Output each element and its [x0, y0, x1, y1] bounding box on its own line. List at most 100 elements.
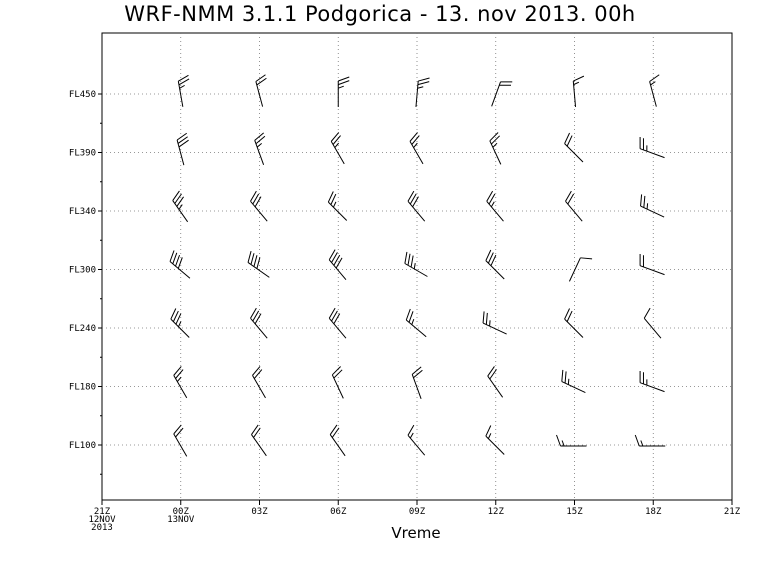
barb-feather: [565, 190, 572, 202]
wind-barb: [639, 137, 665, 159]
barb-feather: [643, 307, 651, 319]
barb-shaft: [250, 200, 268, 222]
wind-barb: [409, 132, 424, 165]
wind-barb: [331, 366, 344, 399]
barb-feather: [642, 138, 644, 150]
barb-half-feather: [561, 440, 565, 447]
barb-feather: [172, 252, 178, 264]
barb-feather: [417, 81, 430, 86]
y-axis-ticks: FL450 FL390 FL340 FL300 FL240 FL180 FL100: [69, 90, 102, 475]
barb-feather: [172, 310, 179, 322]
barb-shaft: [327, 201, 348, 221]
barb-shaft: [415, 81, 419, 107]
barb-shaft: [487, 375, 504, 398]
barb-shaft: [568, 257, 581, 282]
x-tick-label: 21Z: [724, 507, 741, 517]
barb-half-feather: [573, 81, 580, 86]
wind-barb: [643, 307, 662, 339]
wind-barb: [173, 366, 188, 399]
barb-feather: [173, 424, 182, 435]
barb-shaft: [643, 317, 662, 339]
barb-half-feather: [413, 142, 418, 148]
barb-feather: [250, 307, 257, 319]
barb-shaft: [486, 200, 504, 222]
wind-barb: [252, 366, 266, 399]
wind-barb: [255, 74, 267, 107]
barb-feather: [333, 313, 341, 325]
x-tick-label: 15Z: [566, 507, 583, 517]
barb-feather: [331, 310, 338, 322]
x-tick-label: 13NOV: [167, 515, 195, 525]
barb-feather: [407, 424, 415, 436]
barb-feather: [639, 254, 641, 266]
barb-shaft: [407, 200, 426, 222]
barb-feather: [640, 194, 643, 207]
barb-half-feather: [338, 85, 344, 89]
x-tick-label: 21Z: [94, 507, 111, 517]
wind-barb: [486, 190, 504, 222]
barb-feather: [338, 80, 350, 86]
wind-barb: [568, 257, 593, 282]
barb-feather: [175, 254, 181, 267]
wind-barb: [405, 308, 427, 338]
wind-barb: [485, 425, 505, 455]
barb-half-feather: [176, 376, 182, 382]
x-axis-label: Vreme: [391, 524, 441, 542]
barb-feather: [567, 193, 575, 205]
barb-feather: [556, 434, 561, 447]
barb-shaft: [328, 317, 347, 339]
barb-feather: [491, 135, 500, 145]
barb-feather: [407, 190, 415, 202]
barb-half-feather: [178, 204, 183, 210]
barb-feather: [490, 254, 497, 266]
barb-feather: [254, 196, 262, 208]
barb-half-feather: [409, 432, 414, 439]
wind-barb: [404, 251, 428, 277]
barb-feather: [328, 249, 336, 261]
barb-feather: [500, 81, 513, 83]
barb-half-feather: [256, 142, 262, 148]
barb-feather: [487, 252, 494, 264]
y-tick-label: FL240: [69, 324, 96, 334]
barb-shaft: [411, 374, 422, 399]
barb-shaft: [564, 318, 584, 338]
barb-feather: [254, 132, 265, 141]
barb-shaft: [639, 148, 665, 159]
barb-half-feather: [640, 440, 644, 447]
barb-feather: [330, 193, 337, 205]
wind-barb: [327, 191, 348, 221]
barb-feather: [252, 366, 261, 376]
barb-shaft: [170, 318, 190, 338]
barb-feather: [172, 190, 180, 201]
wind-barb: [172, 190, 189, 223]
barb-feather: [566, 310, 573, 322]
barb-feather: [256, 257, 261, 269]
barb-feather: [412, 196, 419, 208]
barb-shaft: [252, 375, 266, 399]
barb-feather: [405, 308, 411, 321]
wind-barb: [564, 132, 584, 163]
barb-half-feather: [646, 203, 649, 210]
barb-half-feather: [490, 201, 495, 208]
barb-feather: [252, 193, 260, 205]
wind-barb: [337, 76, 350, 107]
wind-barb: [254, 132, 266, 165]
barb-feather: [176, 132, 188, 141]
barb-feather: [486, 190, 494, 202]
wind-barb: [561, 369, 586, 394]
barb-shaft: [485, 260, 505, 280]
barb-feather: [566, 135, 573, 147]
wind-barb: [485, 249, 505, 280]
wind-barb: [489, 132, 502, 165]
barb-feather: [410, 255, 414, 268]
barb-feather: [251, 424, 259, 435]
barb-shaft: [404, 263, 428, 277]
barb-feather: [333, 369, 343, 379]
barb-shaft: [409, 141, 424, 165]
barb-shaft: [405, 319, 427, 338]
wind-barb: [176, 132, 189, 166]
wind-barb: [639, 254, 665, 276]
barb-shaft: [247, 262, 270, 278]
barb-shaft: [328, 259, 347, 281]
barb-feather: [489, 132, 499, 142]
